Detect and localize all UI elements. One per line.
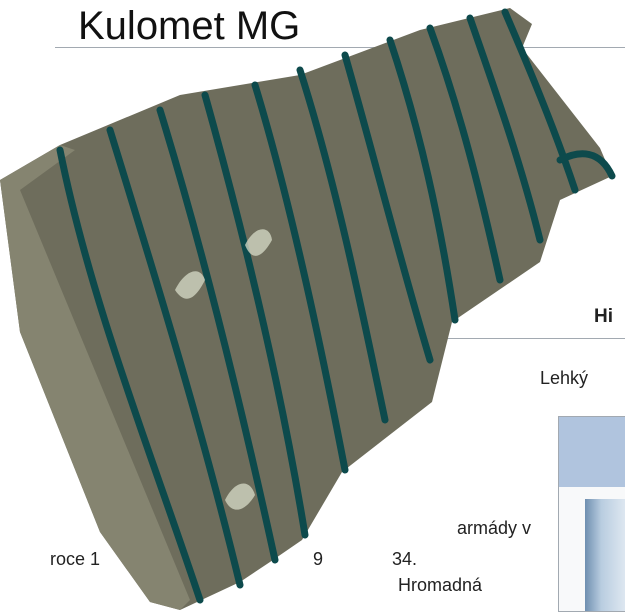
slab-edge [501,8,579,194]
body-text: 9 [313,549,324,569]
slab-edge [466,14,544,244]
highlight [175,271,205,299]
infobox [558,416,625,612]
slab-edge [251,81,349,474]
infobox-image [585,499,625,611]
body-text: Hromadná [398,575,483,595]
highlight [245,229,272,256]
slab-edge [426,24,504,284]
body-text: roce 1 [50,549,101,569]
slab-edge [201,91,309,539]
slab-edge [156,106,279,564]
slab-edge [341,51,434,364]
slab-edge [106,126,244,589]
slab-edge [56,146,204,604]
body-text: armády v [457,518,532,538]
highlight [225,483,255,510]
infobox-header [559,417,625,487]
title-rule [55,47,625,48]
slab-face [0,145,190,610]
slab-edge [296,66,389,424]
page-title: Kulomet MG [78,4,301,48]
slab-edge [556,150,616,180]
section-heading: Hi [594,306,613,327]
slab-edge [386,36,459,324]
slab-edges [56,8,616,604]
lead-text: Lehký [540,368,589,388]
body-text: 34. [392,549,418,569]
highlights [175,229,272,510]
